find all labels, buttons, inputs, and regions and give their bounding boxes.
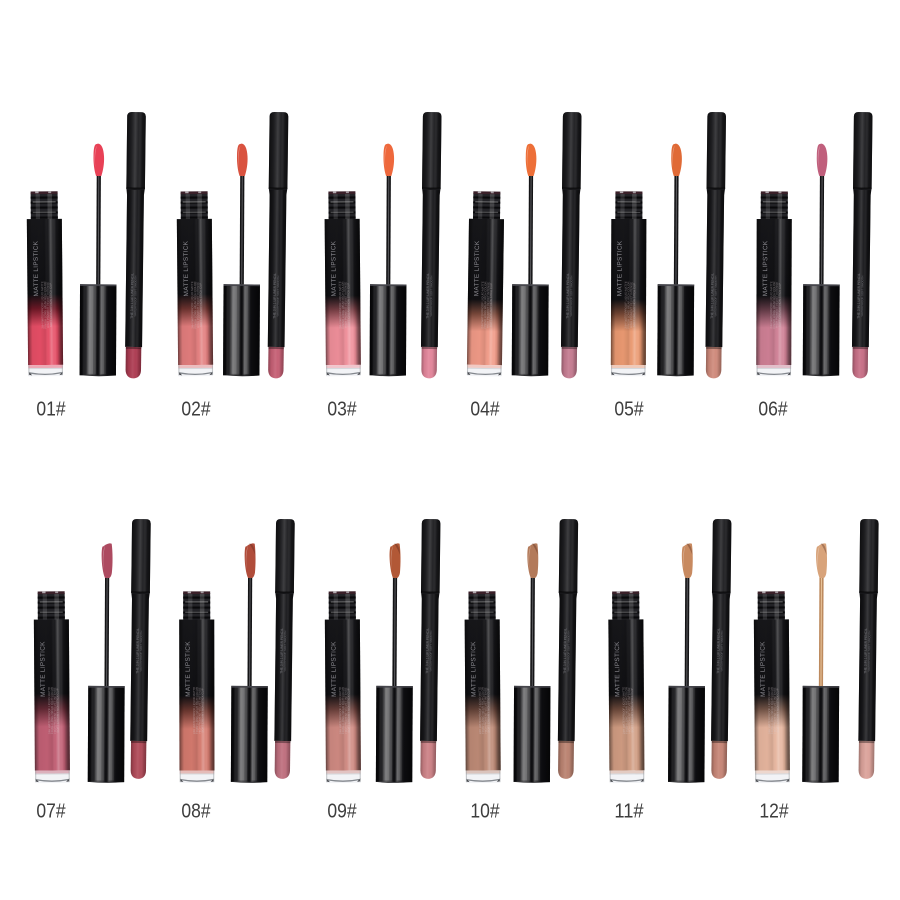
svg-text:24H WATERPROOF LIQUID MATTE: 24H WATERPROOF LIQUID MATTE [769,281,773,328]
svg-text:MATTE LIPSTICK: MATTE LIPSTICK [473,240,481,296]
svg-text:SOFT CREAMY NON STICK CUP: SOFT CREAMY NON STICK CUP [346,688,350,732]
svg-text:HIGH PIGMENT VELVET INTENSE: HIGH PIGMENT VELVET INTENSE [198,687,202,733]
svg-text:10#: 10# [470,799,500,822]
svg-text:HIGH PIGMENT VELVET INTENSE: HIGH PIGMENT VELVET INTENSE [196,282,200,328]
svg-text:SOFT CREAMY NON STICK CUP: SOFT CREAMY NON STICK CUP [346,283,350,327]
svg-text:WATERPROOF SOFT SMOOTH: WATERPROOF SOFT SMOOTH [566,631,571,672]
svg-text:FINISH LONG WEAR RICH COLOR: FINISH LONG WEAR RICH COLOR [50,687,54,734]
svg-text:MATTE LIPSTICK: MATTE LIPSTICK [470,641,477,697]
svg-text:MATTE LIPSTICK: MATTE LIPSTICK [616,240,623,296]
svg-text:24H WATERPROOF LIQUID MATTE: 24H WATERPROOF LIQUID MATTE [767,687,771,734]
svg-text:05#: 05# [614,397,644,420]
svg-text:03#: 03# [327,397,357,420]
svg-text:SOFT CREAMY NON STICK CUP: SOFT CREAMY NON STICK CUP [198,283,202,327]
svg-text:HIGH PIGMENT VELVET INTENSE: HIGH PIGMENT VELVET INTENSE [53,687,57,733]
svg-text:FINISH LONG WEAR RICH COLOR: FINISH LONG WEAR RICH COLOR [624,687,628,734]
svg-text:WATERPROOF SOFT SMOOTH: WATERPROOF SOFT SMOOTH [276,276,281,317]
svg-text:MATTE LIPSTICK: MATTE LIPSTICK [185,641,192,697]
svg-text:01#: 01# [36,397,66,420]
svg-text:SOFT CREAMY NON STICK CUP: SOFT CREAMY NON STICK CUP [55,688,59,732]
svg-text:FINISH LONG WEAR RICH COLOR: FINISH LONG WEAR RICH COLOR [43,282,47,329]
svg-text:SOFT CREAMY NON STICK CUP: SOFT CREAMY NON STICK CUP [778,283,782,327]
svg-text:HIGH PIGMENT VELVET INTENSE: HIGH PIGMENT VELVET INTENSE [343,282,347,328]
svg-text:MATTE LIPSTICK: MATTE LIPSTICK [760,641,767,697]
svg-text:FINISH LONG WEAR RICH COLOR: FINISH LONG WEAR RICH COLOR [341,282,345,329]
svg-text:12#: 12# [759,799,789,822]
svg-text:SOFT CREAMY NON STICK CUP: SOFT CREAMY NON STICK CUP [775,688,779,732]
svg-text:THE 3 IN 1 LIP LINER PENCIL: THE 3 IN 1 LIP LINER PENCIL [857,273,862,319]
svg-text:THE 3 IN 1 LIP LINER PENCIL: THE 3 IN 1 LIP LINER PENCIL [135,628,140,674]
svg-text:24H WATERPROOF LIQUID MATTE: 24H WATERPROOF LIQUID MATTE [192,687,196,734]
svg-text:THE 3 IN 1 LIP LINER PENCIL: THE 3 IN 1 LIP LINER PENCIL [279,628,284,674]
svg-text:FINISH LONG WEAR RICH COLOR: FINISH LONG WEAR RICH COLOR [483,282,488,329]
svg-text:MATTE LIPSTICK: MATTE LIPSTICK [331,641,338,697]
svg-text:WATERPROOF SOFT SMOOTH: WATERPROOF SOFT SMOOTH [867,631,872,672]
svg-text:WATERPROOF SOFT SMOOTH: WATERPROOF SOFT SMOOTH [860,276,865,317]
svg-text:04#: 04# [470,397,500,420]
svg-text:MATTE LIPSTICK: MATTE LIPSTICK [614,641,621,697]
svg-text:SOFT CREAMY NON STICK CUP: SOFT CREAMY NON STICK CUP [489,283,494,327]
svg-text:24H WATERPROOF LIQUID MATTE: 24H WATERPROOF LIQUID MATTE [480,281,485,328]
svg-text:SOFT CREAMY NON STICK CUP: SOFT CREAMY NON STICK CUP [630,688,634,732]
svg-text:MATTE LIPSTICK: MATTE LIPSTICK [33,240,40,296]
svg-text:SOFT CREAMY NON STICK CUP: SOFT CREAMY NON STICK CUP [632,283,636,327]
svg-text:FINISH LONG WEAR RICH COLOR: FINISH LONG WEAR RICH COLOR [341,687,345,734]
svg-text:MATTE LIPSTICK: MATTE LIPSTICK [183,240,190,296]
svg-text:MATTE LIPSTICK: MATTE LIPSTICK [40,641,47,697]
svg-text:HIGH PIGMENT VELVET INTENSE: HIGH PIGMENT VELVET INTENSE [344,687,348,733]
svg-text:11#: 11# [614,799,644,822]
svg-text:HIGH PIGMENT VELVET INTENSE: HIGH PIGMENT VELVET INTENSE [486,282,491,328]
svg-text:WATERPROOF SOFT SMOOTH: WATERPROOF SOFT SMOOTH [429,631,434,672]
svg-text:WATERPROOF SOFT SMOOTH: WATERPROOF SOFT SMOOTH [569,276,574,317]
svg-text:THE 3 IN 1 LIP LINER PENCIL: THE 3 IN 1 LIP LINER PENCIL [566,273,571,319]
svg-text:SOFT CREAMY NON STICK CUP: SOFT CREAMY NON STICK CUP [49,283,53,327]
svg-text:09#: 09# [327,799,357,822]
svg-text:HIGH PIGMENT VELVET INTENSE: HIGH PIGMENT VELVET INTENSE [629,282,633,328]
svg-text:06#: 06# [758,397,788,420]
svg-text:07#: 07# [36,799,66,822]
svg-text:FINISH LONG WEAR RICH COLOR: FINISH LONG WEAR RICH COLOR [770,687,774,734]
svg-text:THE 3 IN 1 LIP LINER PENCIL: THE 3 IN 1 LIP LINER PENCIL [563,628,568,674]
svg-text:MATTE LIPSTICK: MATTE LIPSTICK [762,240,769,296]
svg-text:FINISH LONG WEAR RICH COLOR: FINISH LONG WEAR RICH COLOR [193,282,197,329]
svg-text:HIGH PIGMENT VELVET INTENSE: HIGH PIGMENT VELVET INTENSE [773,687,777,733]
svg-text:HIGH PIGMENT VELVET INTENSE: HIGH PIGMENT VELVET INTENSE [627,687,631,733]
svg-text:24H WATERPROOF LIQUID MATTE: 24H WATERPROOF LIQUID MATTE [338,281,342,328]
svg-text:THE 3 IN 1 LIP LINER PENCIL: THE 3 IN 1 LIP LINER PENCIL [425,628,430,674]
svg-text:WATERPROOF SOFT SMOOTH: WATERPROOF SOFT SMOOTH [720,631,725,672]
svg-text:HIGH PIGMENT VELVET INTENSE: HIGH PIGMENT VELVET INTENSE [483,687,487,733]
svg-text:HIGH PIGMENT VELVET INTENSE: HIGH PIGMENT VELVET INTENSE [46,282,50,328]
svg-text:FINISH LONG WEAR RICH COLOR: FINISH LONG WEAR RICH COLOR [626,282,630,329]
svg-text:FINISH LONG WEAR RICH COLOR: FINISH LONG WEAR RICH COLOR [195,687,199,734]
svg-text:24H WATERPROOF LIQUID MATTE: 24H WATERPROOF LIQUID MATTE [622,687,626,734]
svg-text:24H WATERPROOF LIQUID MATTE: 24H WATERPROOF LIQUID MATTE [47,687,51,734]
svg-text:08#: 08# [181,799,211,822]
svg-text:WATERPROOF SOFT SMOOTH: WATERPROOF SOFT SMOOTH [429,276,434,317]
svg-text:THE 3 IN 1 LIP LINER PENCIL: THE 3 IN 1 LIP LINER PENCIL [716,628,721,674]
svg-text:HIGH PIGMENT VELVET INTENSE: HIGH PIGMENT VELVET INTENSE [775,282,779,328]
svg-text:24H WATERPROOF LIQUID MATTE: 24H WATERPROOF LIQUID MATTE [40,281,44,328]
svg-text:THE 3 IN 1 LIP LINER PENCIL: THE 3 IN 1 LIP LINER PENCIL [426,273,431,319]
svg-text:FINISH LONG WEAR RICH COLOR: FINISH LONG WEAR RICH COLOR [481,687,485,734]
svg-text:SOFT CREAMY NON STICK CUP: SOFT CREAMY NON STICK CUP [200,688,204,732]
svg-text:MATTE LIPSTICK: MATTE LIPSTICK [330,240,337,296]
svg-text:THE 3 IN 1 LIP LINER PENCIL: THE 3 IN 1 LIP LINER PENCIL [710,273,715,319]
svg-text:24H WATERPROOF LIQUID MATTE: 24H WATERPROOF LIQUID MATTE [338,687,342,734]
svg-text:WATERPROOF SOFT SMOOTH: WATERPROOF SOFT SMOOTH [139,631,144,672]
svg-text:THE 3 IN 1 LIP LINER PENCIL: THE 3 IN 1 LIP LINER PENCIL [130,273,135,319]
svg-text:THE 3 IN 1 LIP LINER PENCIL: THE 3 IN 1 LIP LINER PENCIL [863,628,868,674]
svg-text:WATERPROOF SOFT SMOOTH: WATERPROOF SOFT SMOOTH [133,276,138,317]
svg-text:WATERPROOF SOFT SMOOTH: WATERPROOF SOFT SMOOTH [283,631,288,672]
svg-text:24H WATERPROOF LIQUID MATTE: 24H WATERPROOF LIQUID MATTE [190,281,194,328]
svg-text:24H WATERPROOF LIQUID MATTE: 24H WATERPROOF LIQUID MATTE [478,687,482,734]
svg-text:FINISH LONG WEAR RICH COLOR: FINISH LONG WEAR RICH COLOR [772,282,776,329]
svg-text:02#: 02# [181,397,211,420]
svg-text:THE 3 IN 1 LIP LINER PENCIL: THE 3 IN 1 LIP LINER PENCIL [272,273,277,319]
svg-text:24H WATERPROOF LIQUID MATTE: 24H WATERPROOF LIQUID MATTE [624,281,628,328]
svg-text:WATERPROOF SOFT SMOOTH: WATERPROOF SOFT SMOOTH [713,276,718,317]
svg-text:SOFT CREAMY NON STICK CUP: SOFT CREAMY NON STICK CUP [486,688,490,732]
